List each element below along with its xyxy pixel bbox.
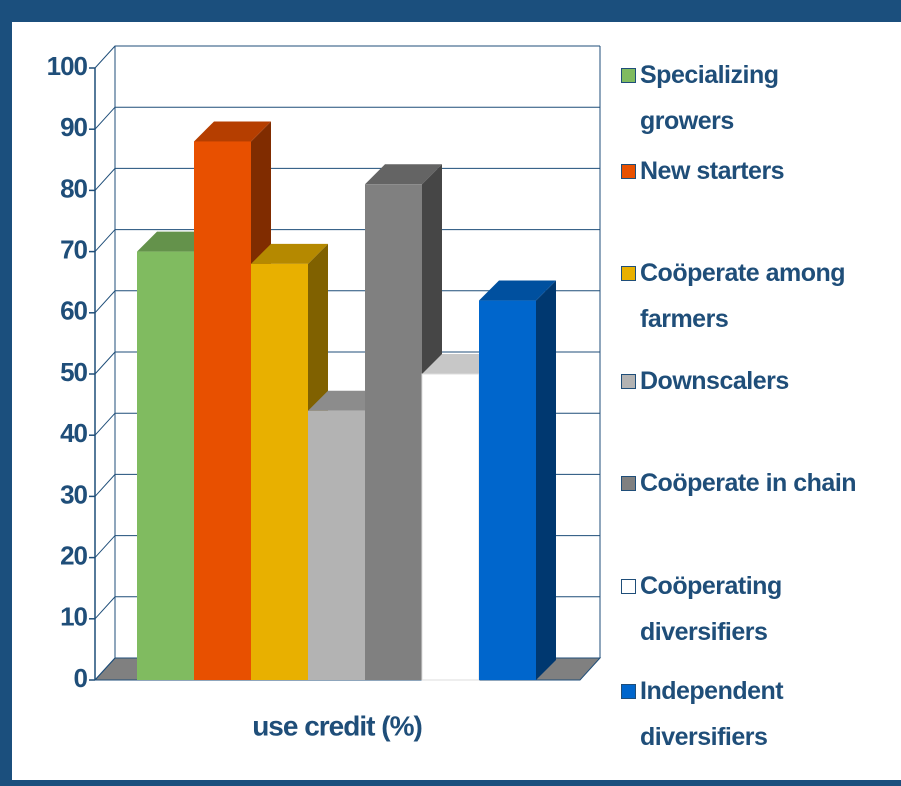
y-tick-label: 30 bbox=[60, 479, 87, 509]
legend-swatch bbox=[621, 476, 636, 491]
y-tick-label: 70 bbox=[60, 234, 87, 264]
grid-line bbox=[94, 106, 600, 130]
y-tick-label: 10 bbox=[60, 602, 87, 632]
y-tick-label: 60 bbox=[60, 296, 87, 326]
bar bbox=[251, 263, 308, 680]
bar bbox=[308, 410, 365, 680]
y-tick-label: 20 bbox=[60, 540, 87, 570]
y-tick-label: 100 bbox=[47, 51, 88, 81]
bar-side bbox=[536, 280, 556, 680]
bar-top bbox=[251, 243, 328, 264]
legend-label: Coöperating diversifiers bbox=[640, 572, 782, 646]
legend-label: Downscalers bbox=[640, 367, 789, 395]
bar bbox=[194, 141, 251, 680]
y-tick-label: 50 bbox=[60, 357, 87, 387]
bar bbox=[479, 300, 536, 680]
bar-top bbox=[365, 164, 442, 185]
bar-top bbox=[194, 121, 271, 142]
grid-line bbox=[94, 167, 600, 191]
y-tick-label: 90 bbox=[60, 112, 87, 142]
bar bbox=[137, 251, 194, 680]
bar bbox=[365, 184, 422, 680]
legend-swatch bbox=[621, 68, 636, 83]
grid-line bbox=[94, 45, 600, 69]
y-tick-label: 0 bbox=[74, 663, 88, 693]
legend-label: Specializing growers bbox=[640, 61, 779, 135]
legend-swatch bbox=[621, 374, 636, 389]
legend-label: New starters bbox=[640, 157, 785, 185]
legend-label: Coöperate in chain bbox=[640, 469, 857, 497]
legend-label: Independent diversifiers bbox=[640, 677, 784, 751]
x-axis-label: use credit (%) bbox=[252, 710, 422, 741]
legend-label: Coöperate among farmers bbox=[640, 259, 846, 333]
legend-swatch bbox=[621, 266, 636, 281]
legend-swatch bbox=[621, 579, 636, 594]
legend-swatch bbox=[621, 684, 636, 699]
y-tick-label: 80 bbox=[60, 173, 87, 203]
legend-swatch bbox=[621, 164, 636, 179]
y-tick-label: 40 bbox=[60, 418, 87, 448]
bar bbox=[421, 373, 480, 681]
bar-top bbox=[479, 280, 556, 301]
